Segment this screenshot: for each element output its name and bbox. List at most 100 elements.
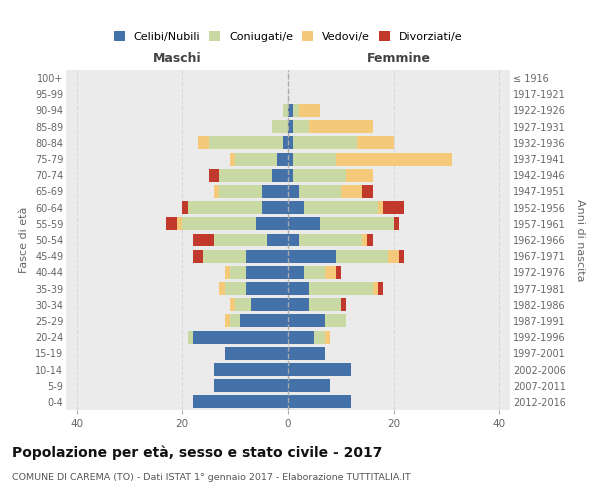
Bar [230, 152, 235, 166]
Bar [314, 330, 325, 344]
Bar [320, 218, 394, 230]
Bar [230, 298, 235, 311]
Text: Maschi: Maschi [152, 52, 202, 65]
Bar [241, 314, 288, 328]
Bar [188, 330, 193, 344]
Bar [214, 379, 288, 392]
Bar [224, 347, 288, 360]
Bar [357, 136, 394, 149]
Bar [251, 298, 288, 311]
Bar [346, 169, 373, 181]
Bar [394, 218, 399, 230]
Bar [288, 347, 325, 360]
Y-axis label: Fasce di età: Fasce di età [19, 207, 29, 273]
Bar [230, 314, 241, 328]
Bar [224, 282, 246, 295]
Bar [288, 363, 352, 376]
Bar [235, 152, 277, 166]
Bar [272, 169, 288, 181]
Bar [209, 136, 283, 149]
Bar [288, 234, 299, 246]
Bar [299, 104, 320, 117]
Bar [262, 201, 288, 214]
Bar [309, 120, 373, 133]
Bar [373, 282, 378, 295]
Bar [288, 185, 299, 198]
Bar [219, 282, 224, 295]
Bar [362, 234, 367, 246]
Bar [309, 298, 341, 311]
Bar [188, 201, 262, 214]
Bar [293, 104, 299, 117]
Bar [288, 136, 293, 149]
Bar [288, 314, 325, 328]
Bar [293, 152, 335, 166]
Bar [288, 152, 293, 166]
Bar [193, 234, 214, 246]
Bar [219, 185, 262, 198]
Bar [272, 120, 288, 133]
Bar [325, 330, 330, 344]
Bar [378, 201, 383, 214]
Bar [182, 201, 188, 214]
Bar [256, 218, 288, 230]
Bar [293, 136, 357, 149]
Bar [378, 282, 383, 295]
Bar [325, 266, 335, 279]
Bar [293, 169, 346, 181]
Bar [341, 298, 346, 311]
Bar [224, 266, 230, 279]
Bar [325, 314, 346, 328]
Bar [182, 218, 256, 230]
Bar [214, 363, 288, 376]
Bar [288, 201, 304, 214]
Bar [304, 201, 378, 214]
Bar [246, 282, 288, 295]
Text: Femmine: Femmine [367, 52, 431, 65]
Bar [235, 298, 251, 311]
Bar [193, 396, 288, 408]
Bar [383, 201, 404, 214]
Bar [203, 250, 246, 262]
Legend: Celibi/Nubili, Coniugati/e, Vedovi/e, Divorziati/e: Celibi/Nubili, Coniugati/e, Vedovi/e, Di… [113, 32, 463, 42]
Bar [288, 169, 293, 181]
Bar [277, 152, 288, 166]
Bar [335, 152, 452, 166]
Bar [335, 250, 388, 262]
Bar [214, 185, 219, 198]
Bar [193, 330, 288, 344]
Bar [288, 120, 293, 133]
Bar [193, 250, 203, 262]
Bar [288, 298, 309, 311]
Bar [219, 169, 272, 181]
Bar [341, 185, 362, 198]
Bar [198, 136, 209, 149]
Bar [288, 266, 304, 279]
Bar [230, 266, 246, 279]
Bar [214, 234, 267, 246]
Bar [283, 136, 288, 149]
Bar [362, 185, 373, 198]
Text: COMUNE DI CAREMA (TO) - Dati ISTAT 1° gennaio 2017 - Elaborazione TUTTITALIA.IT: COMUNE DI CAREMA (TO) - Dati ISTAT 1° ge… [12, 472, 411, 482]
Bar [177, 218, 182, 230]
Bar [166, 218, 177, 230]
Bar [388, 250, 399, 262]
Bar [246, 250, 288, 262]
Bar [288, 396, 352, 408]
Bar [288, 379, 330, 392]
Bar [262, 185, 288, 198]
Bar [309, 282, 373, 295]
Bar [299, 234, 362, 246]
Bar [246, 266, 288, 279]
Bar [288, 104, 293, 117]
Bar [288, 330, 314, 344]
Bar [209, 169, 219, 181]
Bar [283, 104, 288, 117]
Bar [288, 218, 320, 230]
Bar [299, 185, 341, 198]
Bar [399, 250, 404, 262]
Text: Popolazione per età, sesso e stato civile - 2017: Popolazione per età, sesso e stato civil… [12, 445, 382, 460]
Y-axis label: Anni di nascita: Anni di nascita [575, 198, 585, 281]
Bar [267, 234, 288, 246]
Bar [224, 314, 230, 328]
